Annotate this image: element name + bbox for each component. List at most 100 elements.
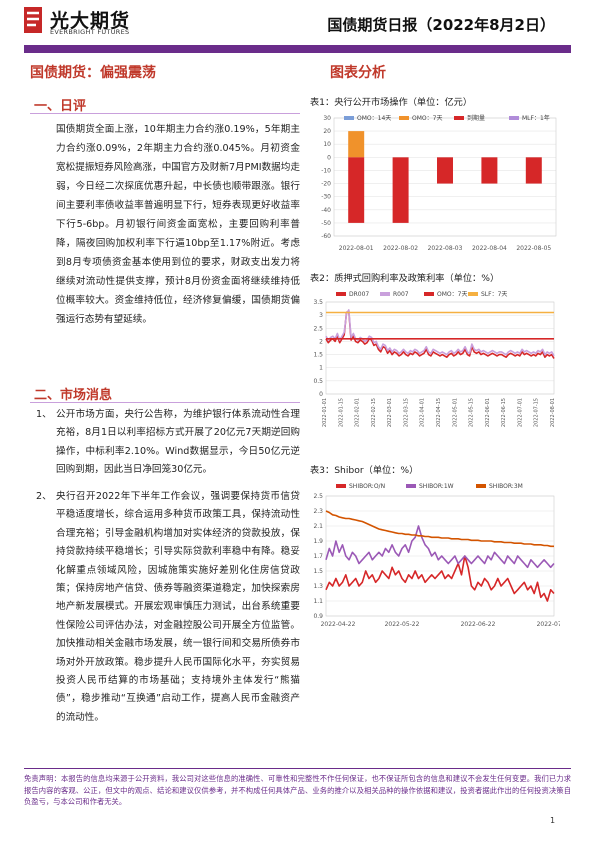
section-divider (30, 113, 300, 114)
y-tick-label: -10 (321, 167, 331, 174)
section-review-title: 一、日评 (34, 99, 87, 114)
legend-label: SLF：7天 (481, 291, 507, 298)
legend-label: SHIBOR:O/N (349, 483, 385, 490)
y-tick-label: -40 (321, 207, 331, 214)
x-tick-label: 2022-08-04 (472, 245, 507, 252)
y-tick-label: 1.3 (313, 583, 323, 590)
x-tick-label: 2022-05-01 (452, 398, 458, 427)
x-tick-label: 2022-02-15 (371, 398, 377, 427)
x-tick-label: 2022-07-22 (537, 621, 560, 628)
chart-repo-svg: 3.5 3 2.5 2 1.5 1 0.5 0 DR007 R007 OMO：7天 SLF：7天 202… (313, 291, 556, 427)
y-tick-label: -20 (321, 181, 331, 188)
chart-omo-svg: 30 20 10 0 -10 -20 -30 -40 -50 -60 OMO：14天 OMO：7天 到期… (321, 114, 557, 252)
news-item: 1、 公开市场方面，央行公告称，为维护银行体系流动性合理充裕，8月1日以利率招标… (36, 406, 300, 496)
legend-swatch (380, 292, 390, 296)
section-divider (30, 402, 300, 403)
logo-name: 光大期货 (50, 10, 131, 32)
y-tick-label: 2.5 (313, 493, 323, 500)
series-line (325, 510, 554, 548)
legend-swatch (468, 292, 478, 296)
y-tick-label: 2.1 (313, 523, 323, 530)
x-tick-label: 2022-07-01 (517, 398, 523, 427)
legend-swatch (509, 116, 519, 120)
legend-swatch (336, 292, 346, 296)
x-tick-label: 2022-08-01 (550, 398, 556, 427)
x-tick-label: 2022-07-15 (534, 398, 540, 427)
x-tick-label: 2022-02-01 (355, 398, 361, 427)
bar (392, 157, 409, 223)
headline: 国债期货：偏强震荡 (30, 65, 156, 81)
bar (437, 157, 453, 184)
legend-swatch (344, 116, 354, 120)
y-tick-label: 0.5 (313, 378, 323, 385)
y-tick-label: 0 (327, 154, 331, 161)
plot-area (333, 117, 557, 237)
bar (348, 157, 365, 223)
table-1-title: 表1：央行公开市场操作（单位：亿元） (310, 97, 473, 108)
y-tick-label: 0.9 (313, 613, 323, 620)
legend-label: 到期量 (467, 114, 485, 122)
x-tick-label: 2022-08-01 (339, 245, 374, 252)
legend-label: OMO：7天 (437, 291, 467, 298)
table-3-title: 表3：Shibor（单位：%） (310, 465, 419, 476)
x-tick-label: 2022-05-22 (385, 621, 420, 628)
page-number: 1 (550, 816, 556, 825)
y-tick-label: 3 (319, 312, 323, 319)
legend-label: OMO：14天 (357, 115, 391, 122)
charts-heading: 图表分析 (330, 65, 386, 81)
disclaimer: 免责声明：本报告的信息均来源于公开资料，我公司对这些信息的准确性、可靠性和完整性… (24, 774, 571, 806)
x-tick-label: 2022-06-01 (485, 398, 491, 427)
legend-swatch (336, 484, 346, 488)
logo-english: EVERBRIGHT FUTURES (50, 28, 130, 36)
review-paragraph: 国债期货全面上涨，10年期主力合约涨0.19%，5年期主力合约涨0.09%，2年… (56, 120, 300, 329)
y-tick-label: 0 (319, 391, 323, 398)
x-tick-label: 2022-01-01 (322, 398, 328, 427)
y-tick-label: 2 (319, 338, 323, 345)
series-line (325, 309, 555, 357)
x-tick-label: 2022-04-15 (436, 398, 442, 427)
bar (481, 157, 498, 184)
x-tick-label: 2022-06-22 (461, 621, 496, 628)
legend-swatch (399, 116, 409, 120)
legend-label: SHIBOR:1W (419, 483, 454, 490)
bar (348, 131, 365, 158)
x-tick-label: 2022-05-15 (469, 398, 475, 427)
legend-swatch (476, 484, 486, 488)
section-news-title: 二、市场消息 (34, 388, 113, 403)
y-tick-label: 1.5 (313, 352, 323, 359)
y-tick-label: 2.5 (313, 325, 323, 332)
x-tick-label: 2022-08-02 (383, 245, 418, 252)
x-tick-label: 2022-01-15 (338, 398, 344, 427)
review-text: 国债期货全面上涨，10年期主力合约涨0.19%，5年期主力合约涨0.09%，2年… (56, 124, 300, 325)
table-2-title: 表2：质押式回购利率及政策利率（单位：%） (310, 273, 500, 284)
y-tick-label: 1.1 (313, 598, 323, 605)
report-title: 国债期货日报（2022年8月2日） (327, 16, 555, 34)
y-tick-label: -60 (321, 233, 331, 240)
legend-label: R007 (393, 291, 409, 298)
y-tick-label: 1.7 (313, 553, 323, 560)
series-line (325, 555, 555, 602)
legend-swatch (454, 116, 464, 120)
news-item-number: 1、 (36, 409, 52, 420)
news-item-text: 公开市场方面，央行公告称，为维护银行体系流动性合理充裕，8月1日以利率招标方式开… (56, 409, 300, 476)
series-line (325, 525, 555, 569)
y-tick-label: 1 (319, 365, 323, 372)
news-item: 2、 央行召开2022年下半年工作会议，强调要保持货币信贷平稳适度增长，综合运用… (36, 488, 300, 723)
plot-area (325, 301, 555, 395)
chart-shibor: 2.5 2.3 2.1 1.9 1.7 1.5 1.3 1.1 0.9 SHIBOR:O/N SHI… (310, 476, 572, 640)
x-tick-label: 2022-03-01 (387, 398, 393, 427)
plot-area (325, 495, 555, 617)
news-item-number: 2、 (36, 491, 52, 502)
legend-swatch (406, 484, 416, 488)
y-tick-label: 30 (323, 115, 331, 122)
x-tick-label: 2022-06-15 (501, 398, 507, 427)
x-tick-label: 2022-04-01 (420, 398, 426, 427)
series-line (325, 310, 555, 359)
footer-divider (24, 768, 571, 769)
news-item-text: 央行召开2022年下半年工作会议，强调要保持货币信贷平稳适度增长，综合运用多种货… (56, 491, 300, 723)
legend-label: SHIBOR:3M (489, 483, 523, 490)
y-tick-label: 10 (323, 141, 331, 148)
logo-icon (24, 7, 42, 33)
y-tick-label: 2.3 (313, 508, 323, 515)
x-tick-label: 2022-03-15 (403, 398, 409, 427)
